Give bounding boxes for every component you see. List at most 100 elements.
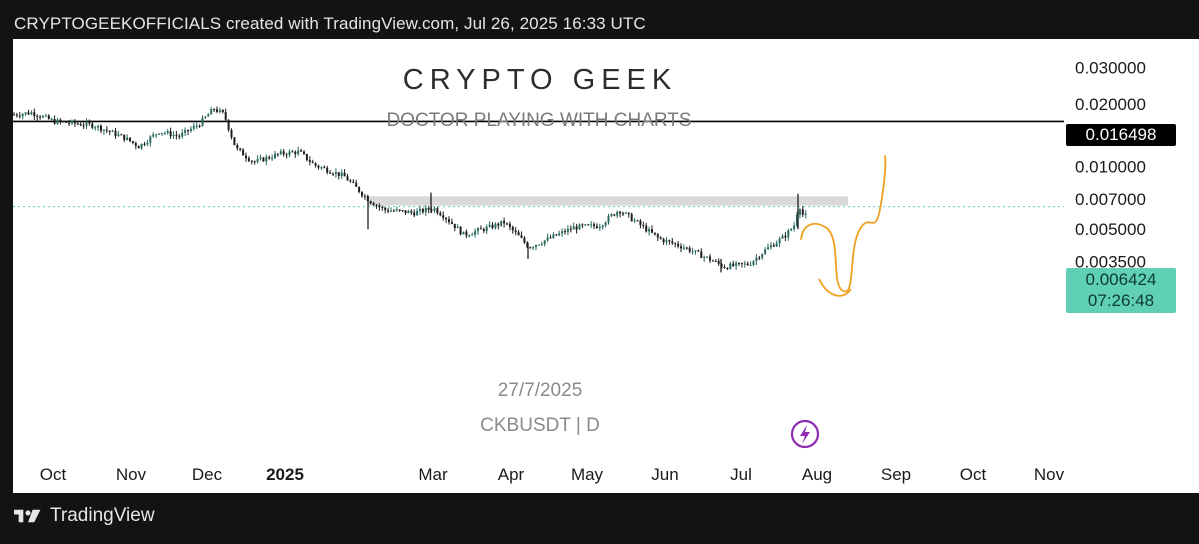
candle bbox=[540, 241, 543, 247]
flash-icon bbox=[790, 419, 820, 449]
time-axis-label: 2025 bbox=[266, 465, 304, 484]
time-axis-label: Nov bbox=[116, 465, 147, 484]
candle bbox=[445, 216, 448, 224]
candle bbox=[439, 211, 442, 217]
candle bbox=[448, 216, 450, 225]
candle bbox=[709, 254, 711, 263]
candle bbox=[726, 267, 729, 271]
candle bbox=[479, 225, 482, 230]
candle bbox=[442, 211, 445, 221]
candle bbox=[253, 160, 256, 165]
candle bbox=[363, 193, 366, 200]
candle bbox=[314, 162, 317, 168]
candle bbox=[450, 218, 453, 225]
candle bbox=[526, 241, 529, 249]
candle bbox=[575, 223, 578, 234]
last-price-value: 0.006424 bbox=[1085, 270, 1157, 289]
candle bbox=[624, 211, 627, 215]
candle bbox=[143, 141, 146, 147]
candle bbox=[572, 222, 575, 230]
candle bbox=[271, 154, 274, 161]
time-axis-label: Apr bbox=[498, 465, 525, 484]
candle bbox=[189, 126, 192, 133]
candle bbox=[601, 224, 604, 230]
candle bbox=[326, 165, 329, 175]
candle bbox=[595, 223, 598, 229]
candle bbox=[514, 227, 517, 236]
chart-area[interactable]: CRYPTO GEEK DOCTOR PLAYING WITH CHARTS 27/… bbox=[13, 39, 1064, 493]
candle bbox=[500, 220, 503, 227]
candle bbox=[613, 213, 616, 217]
candle bbox=[508, 221, 511, 231]
candle bbox=[682, 244, 685, 251]
candle bbox=[598, 223, 601, 231]
candle bbox=[558, 230, 561, 237]
candle bbox=[503, 217, 506, 228]
candle bbox=[123, 134, 126, 143]
candle bbox=[24, 112, 27, 117]
candle bbox=[149, 135, 152, 147]
candle bbox=[62, 120, 65, 123]
price-chart[interactable]: CRYPTO GEEK DOCTOR PLAYING WITH CHARTS 27/… bbox=[13, 39, 1064, 493]
candle bbox=[323, 165, 326, 169]
candle bbox=[59, 118, 62, 125]
candle bbox=[195, 122, 198, 129]
candle bbox=[543, 240, 546, 247]
candle bbox=[50, 117, 53, 121]
candle bbox=[285, 152, 288, 159]
candle bbox=[677, 241, 680, 249]
candle bbox=[474, 228, 477, 238]
candle bbox=[256, 155, 259, 164]
price-axis-label: 0.005000 bbox=[1075, 220, 1146, 239]
candle bbox=[97, 124, 100, 132]
candle bbox=[665, 237, 668, 246]
candle bbox=[398, 209, 401, 212]
candle bbox=[68, 120, 71, 127]
candle bbox=[761, 253, 764, 260]
candle bbox=[355, 179, 358, 187]
candle bbox=[137, 145, 140, 149]
candle bbox=[233, 137, 236, 146]
tradingview-brand[interactable]: TradingView bbox=[50, 505, 155, 526]
candle bbox=[198, 124, 201, 128]
price-axis-label: 0.003500 bbox=[1075, 252, 1146, 271]
time-axis-label: Sep bbox=[881, 465, 911, 484]
candle bbox=[801, 205, 804, 218]
candle bbox=[561, 228, 564, 237]
candle bbox=[401, 209, 404, 212]
candle bbox=[294, 150, 297, 158]
candle bbox=[216, 106, 218, 114]
candle bbox=[47, 114, 50, 120]
time-axis[interactable]: Oct Nov Dec 2025 Mar Apr May Jun Jul Aug Sep Oct Nov bbox=[13, 459, 1065, 493]
candle bbox=[230, 128, 233, 140]
price-axis[interactable]: 0.0300000.0200000.0140000.0100000.007000… bbox=[1064, 39, 1199, 493]
candle bbox=[160, 132, 163, 136]
candle bbox=[804, 210, 807, 219]
candle bbox=[288, 149, 291, 158]
candle bbox=[477, 227, 479, 235]
countdown-timer: 07:26:48 bbox=[1087, 291, 1155, 310]
candle bbox=[778, 236, 781, 248]
candle bbox=[622, 211, 624, 217]
candle bbox=[410, 209, 413, 215]
time-axis-label: Aug bbox=[802, 465, 832, 484]
candle bbox=[424, 205, 427, 216]
candle bbox=[433, 206, 436, 214]
tradingview-logo-icon[interactable] bbox=[14, 508, 42, 524]
candle bbox=[653, 232, 656, 236]
candle bbox=[387, 207, 390, 214]
candle bbox=[419, 205, 421, 215]
candle bbox=[662, 237, 665, 245]
candle bbox=[688, 245, 691, 254]
candle bbox=[587, 223, 590, 226]
candle bbox=[27, 109, 30, 116]
candle bbox=[471, 232, 474, 236]
candle bbox=[56, 117, 59, 125]
candle bbox=[404, 210, 407, 215]
candle bbox=[79, 121, 82, 126]
candle bbox=[743, 260, 746, 268]
candle bbox=[700, 248, 703, 259]
candle bbox=[108, 130, 111, 136]
candle bbox=[120, 133, 123, 136]
candle bbox=[706, 256, 709, 259]
